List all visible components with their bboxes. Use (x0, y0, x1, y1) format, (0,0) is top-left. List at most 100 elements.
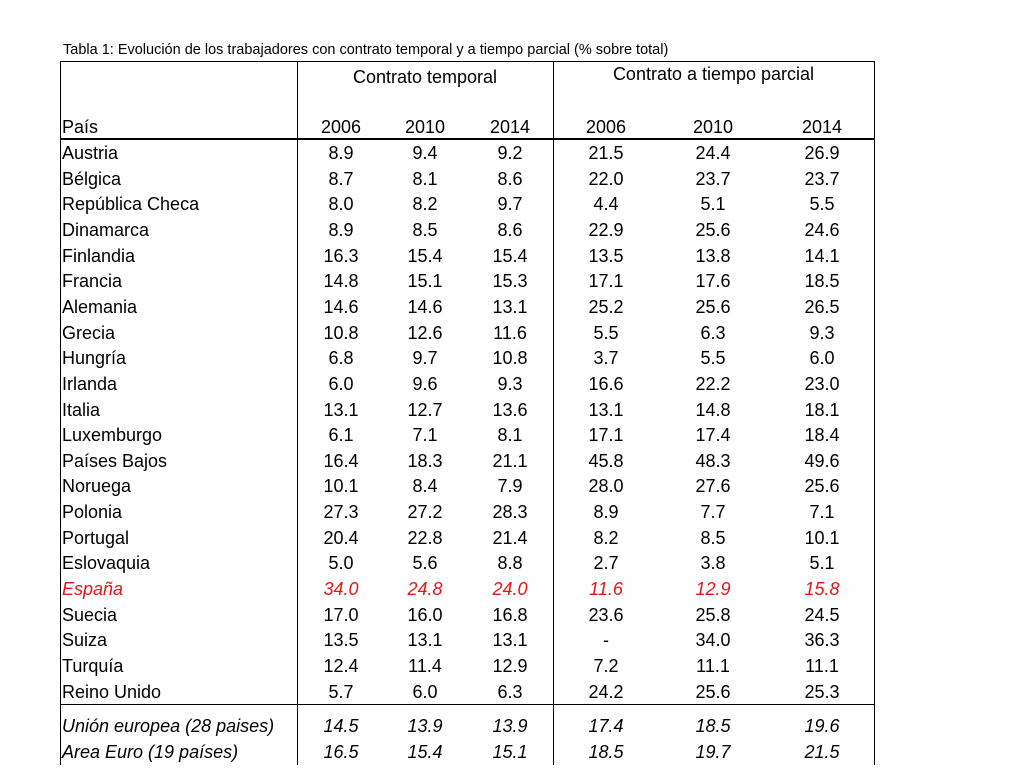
table-cell: 5.5 (809, 194, 835, 215)
table-cell: 25.6 (695, 219, 731, 240)
table-cell: 25.6 (695, 681, 731, 702)
table-cell: 22.0 (588, 168, 624, 189)
table-cell: 6.3 (497, 681, 523, 702)
table-cell: 14.1 (804, 245, 840, 266)
table-cell: 8.0 (328, 194, 354, 215)
column-border-3 (874, 61, 875, 765)
country-label: Francia (62, 271, 123, 292)
summary-cell: 14.5 (323, 716, 359, 736)
table-cell: 3.8 (700, 553, 726, 574)
column-header-2: 2014 (489, 117, 531, 137)
table-cell: 5.1 (700, 194, 726, 215)
table-cell: 15.4 (492, 245, 528, 266)
table-cell: 7.1 (412, 425, 438, 446)
table-cell: 5.7 (328, 681, 354, 702)
table-cell: 27.3 (323, 502, 359, 523)
table-cell: 8.6 (497, 168, 523, 189)
table-cell: 7.9 (497, 476, 523, 497)
table-cell: 17.1 (588, 425, 624, 446)
table-cell: 12.9 (695, 579, 731, 600)
table-cell: 8.4 (412, 476, 438, 497)
column-header-1: 2010 (404, 117, 446, 137)
table-cell: 6.1 (328, 425, 354, 446)
column-header-5: 2014 (801, 117, 843, 137)
table-cell: 9.3 (809, 322, 835, 343)
table-cell: 3.7 (593, 348, 619, 369)
table-cell: 12.6 (407, 322, 443, 343)
table-cell: 8.5 (412, 219, 438, 240)
country-label: Finlandia (62, 245, 136, 266)
table-cell: 17.0 (323, 604, 359, 625)
table-cell: 34.0 (695, 630, 731, 651)
summary-cell: 13.9 (492, 716, 528, 736)
summary-cell: 15.1 (492, 741, 528, 762)
header-bottom-border (60, 138, 875, 140)
table-cell: 15.1 (407, 271, 443, 292)
table-cell: 23.7 (804, 168, 840, 189)
table-cell: 17.4 (695, 425, 731, 446)
country-label: Alemania (62, 296, 138, 317)
country-label: Austria (62, 143, 119, 163)
table-cell: 27.2 (407, 502, 443, 523)
table-cell: 9.7 (412, 348, 438, 369)
table-cell: 17.1 (588, 271, 624, 292)
table-cell: 10.1 (804, 527, 840, 548)
table-cell: 2.7 (593, 553, 619, 574)
table-cell: 13.1 (492, 630, 528, 651)
table-cell: 21.5 (588, 143, 624, 163)
table-cell: 49.6 (804, 450, 840, 471)
table-cell: 8.9 (593, 502, 619, 523)
table-cell: 10.8 (323, 322, 359, 343)
table-cell: 16.4 (323, 450, 359, 471)
country-label: Bélgica (62, 168, 122, 189)
summary-cell: 16.5 (323, 741, 359, 762)
table-cell: 45.8 (588, 450, 624, 471)
table-cell: 13.5 (323, 630, 359, 651)
country-label: República Checa (62, 194, 200, 215)
table-cell: 18.1 (804, 399, 840, 420)
table-cell: 27.6 (695, 476, 731, 497)
column-header-3: 2006 (585, 117, 627, 137)
table-cell: 22.8 (407, 527, 443, 548)
table-cell: 6.0 (809, 348, 835, 369)
table-cell: 5.5 (593, 322, 619, 343)
table-cell: 11.1 (805, 656, 839, 676)
column-border-1 (297, 61, 298, 765)
table-cell: 13.8 (695, 245, 731, 266)
table-cell: 22.2 (695, 373, 731, 394)
table-cell: 48.3 (695, 450, 731, 471)
table-cell: 5.1 (809, 553, 835, 574)
table-cell: 15.8 (804, 579, 840, 600)
group-header-parcial: Contrato a tiempo parcial (612, 64, 815, 84)
table-cell: 8.2 (593, 527, 619, 548)
table-cell: 8.1 (497, 425, 523, 446)
table-cell: 8.2 (412, 194, 438, 215)
table-cell: 15.4 (407, 245, 443, 266)
table-cell: 18.5 (804, 271, 840, 292)
table-cell: 13.1 (588, 399, 624, 420)
table-cell: 6.3 (700, 322, 726, 343)
table-cell: 23.0 (804, 373, 840, 394)
summary-cell: 21.5 (804, 741, 840, 762)
summary-divider (60, 704, 875, 705)
table-cell: 8.9 (328, 143, 354, 163)
table-cell: 8.9 (328, 219, 354, 240)
table-cell: 14.8 (323, 271, 359, 292)
table-cell: 16.8 (492, 604, 528, 625)
table-cell: 9.2 (497, 143, 523, 163)
column-border-2 (553, 61, 554, 765)
table-cell: 14.8 (695, 399, 731, 420)
table-cell: 5.6 (412, 553, 438, 574)
table-cell: 9.3 (497, 373, 523, 394)
table-cell: 20.4 (323, 527, 359, 548)
table-cell: 25.8 (695, 604, 731, 625)
table-cell: 7.1 (809, 502, 835, 523)
table-cell: 13.6 (492, 399, 528, 420)
table-cell: 17.6 (695, 271, 731, 292)
table-cell: 34.0 (323, 579, 359, 600)
table-cell: 24.4 (695, 143, 731, 163)
group-header-temporal: Contrato temporal (352, 67, 498, 87)
table-cell: 26.5 (804, 296, 840, 317)
summary-cell: 18.5 (695, 716, 731, 736)
